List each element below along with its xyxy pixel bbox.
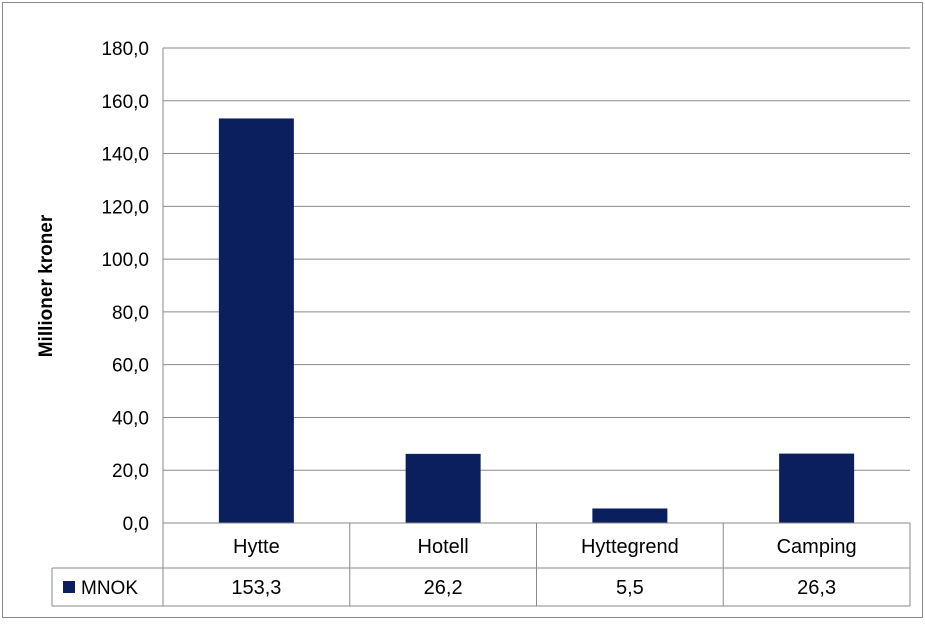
- data-label: 5,5: [616, 577, 644, 599]
- bar: [405, 453, 481, 523]
- x-tick-label: Hyttegrend: [581, 536, 679, 558]
- legend-key: [63, 581, 75, 593]
- y-tick-label: 20,0: [112, 461, 149, 482]
- bar: [218, 118, 294, 523]
- y-tick-label: 160,0: [101, 92, 149, 113]
- data-label: 153,3: [231, 577, 281, 599]
- legend-label: MNOK: [81, 578, 138, 599]
- data-table: Hytte Hotell Hyttegrend Camping MNOK 153,3 26,…: [51, 522, 911, 607]
- y-tick-label: 40,0: [112, 408, 149, 429]
- data-label: 26,2: [424, 577, 463, 599]
- y-tick-label: 80,0: [112, 303, 149, 324]
- y-tick-label: 120,0: [101, 197, 149, 218]
- x-tick-label: Hotell: [418, 536, 469, 558]
- data-label: 26,3: [797, 577, 836, 599]
- y-tick-label: 60,0: [112, 356, 149, 377]
- x-tick-label: Camping: [777, 536, 857, 558]
- y-tick-label: 140,0: [101, 145, 149, 166]
- y-tick-label: 100,0: [101, 250, 149, 271]
- bar: [592, 508, 668, 523]
- y-tick-label: 180,0: [101, 39, 149, 60]
- y-tick-labels: 0,0 20,0 40,0 60,0 80,0 100,0 120,0 140,0 160,0 1…: [101, 39, 149, 535]
- bars: [218, 118, 855, 523]
- bar: [779, 453, 855, 523]
- y-tick-label: 0,0: [123, 514, 149, 535]
- x-tick-label: Hytte: [233, 536, 280, 558]
- y-axis-label: Millioner kroner: [36, 214, 57, 357]
